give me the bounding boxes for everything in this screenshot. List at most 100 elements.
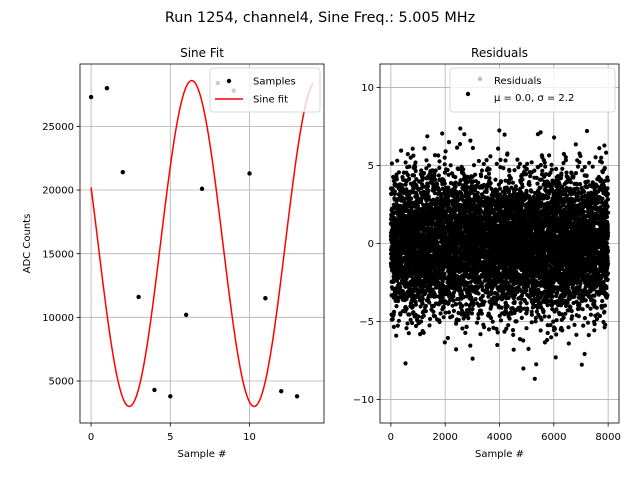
residual-point <box>395 323 400 328</box>
residual-point <box>515 157 520 162</box>
residual-point <box>563 311 568 316</box>
residual-point <box>542 314 547 319</box>
residual-point <box>539 177 544 182</box>
residual-point <box>479 168 485 173</box>
residual-point <box>503 158 508 163</box>
residuals-x-axis-label: Sample # <box>475 449 524 460</box>
residual-point <box>588 312 594 317</box>
sine-fit-x-tick-label: 5 <box>167 432 173 443</box>
residual-point <box>538 328 543 333</box>
residual-point <box>394 175 399 180</box>
residual-point <box>548 170 553 175</box>
residual-point <box>497 186 502 191</box>
residual-point <box>592 328 597 333</box>
residual-point <box>534 362 539 367</box>
sample-point <box>279 388 284 394</box>
residual-point <box>403 182 408 187</box>
residual-point <box>476 316 481 321</box>
residual-point <box>424 158 429 163</box>
residual-point <box>470 145 475 151</box>
residual-point <box>474 320 480 325</box>
residual-point <box>579 362 584 367</box>
residuals-title: Residuals <box>471 46 528 60</box>
residual-point <box>521 338 526 343</box>
residual-point <box>575 158 580 163</box>
sine-fit-y-tick-label: 15000 <box>42 249 74 260</box>
residual-point <box>495 330 500 335</box>
sine-fit-title: Sine Fit <box>180 46 224 60</box>
residual-point <box>462 287 467 292</box>
residual-point <box>529 160 534 165</box>
residuals-x-tick-label: 4000 <box>487 432 512 443</box>
residual-point <box>455 145 460 150</box>
residual-point <box>529 299 535 304</box>
residual-point <box>441 315 446 320</box>
residual-point <box>516 165 521 170</box>
residual-point <box>422 146 427 151</box>
residual-point <box>413 168 418 174</box>
residual-point <box>460 326 465 331</box>
residual-point <box>536 209 541 214</box>
residual-point <box>446 172 451 177</box>
sine-fit-legend-box <box>209 67 321 113</box>
sample-point <box>199 186 205 191</box>
residual-point <box>445 209 450 214</box>
residual-point <box>482 325 487 330</box>
residual-point <box>512 168 517 173</box>
residual-point <box>563 158 569 163</box>
residuals-x-tick-label: 2000 <box>432 432 457 443</box>
residual-point <box>535 292 540 297</box>
residual-point <box>406 331 411 336</box>
residual-point <box>391 174 396 180</box>
residual-point <box>569 308 574 314</box>
residual-point <box>578 182 583 187</box>
residual-point <box>535 132 541 137</box>
sine-fit-y-tick-label: 20000 <box>42 186 74 197</box>
residual-point <box>488 154 493 159</box>
residual-point <box>443 149 448 154</box>
sine-fit-plot-area <box>88 79 314 408</box>
residual-point <box>456 310 461 316</box>
residual-point <box>542 160 547 165</box>
sample-point <box>104 85 110 91</box>
sample-point <box>183 312 189 317</box>
residual-point <box>498 157 503 162</box>
residual-point <box>580 168 585 173</box>
residual-point <box>450 303 455 308</box>
residual-point <box>549 167 554 172</box>
sine-fit-x-tick-label: 0 <box>88 432 94 443</box>
residual-point <box>414 177 419 182</box>
sine-fit-x-axis-label: Sample # <box>177 449 226 460</box>
residual-point <box>540 228 545 233</box>
residual-point <box>449 181 454 186</box>
residual-point <box>599 305 605 310</box>
residual-point <box>442 170 447 175</box>
residual-point <box>594 316 600 322</box>
residual-point <box>404 187 409 192</box>
residuals-x-tick-label: 8000 <box>595 432 620 443</box>
residual-point <box>447 292 452 297</box>
residuals-y-tick-label: 0 <box>368 239 374 250</box>
residual-point <box>605 197 611 202</box>
residual-point <box>478 332 483 337</box>
residual-point <box>398 312 403 317</box>
residual-point <box>554 332 559 337</box>
residual-point <box>418 332 423 337</box>
residual-point <box>593 274 598 279</box>
residual-point <box>560 166 565 171</box>
residual-point <box>488 306 493 311</box>
residual-point <box>438 311 443 316</box>
residual-point <box>478 172 483 177</box>
residual-point <box>545 330 550 336</box>
residual-point <box>493 177 498 182</box>
residual-point <box>599 155 604 160</box>
residual-point <box>428 316 433 322</box>
residual-point <box>460 167 465 173</box>
residual-point <box>534 175 539 180</box>
residual-point <box>542 284 547 289</box>
residual-point <box>442 162 447 167</box>
residual-point <box>466 316 471 321</box>
residual-point <box>489 186 494 191</box>
residual-point <box>400 309 405 314</box>
